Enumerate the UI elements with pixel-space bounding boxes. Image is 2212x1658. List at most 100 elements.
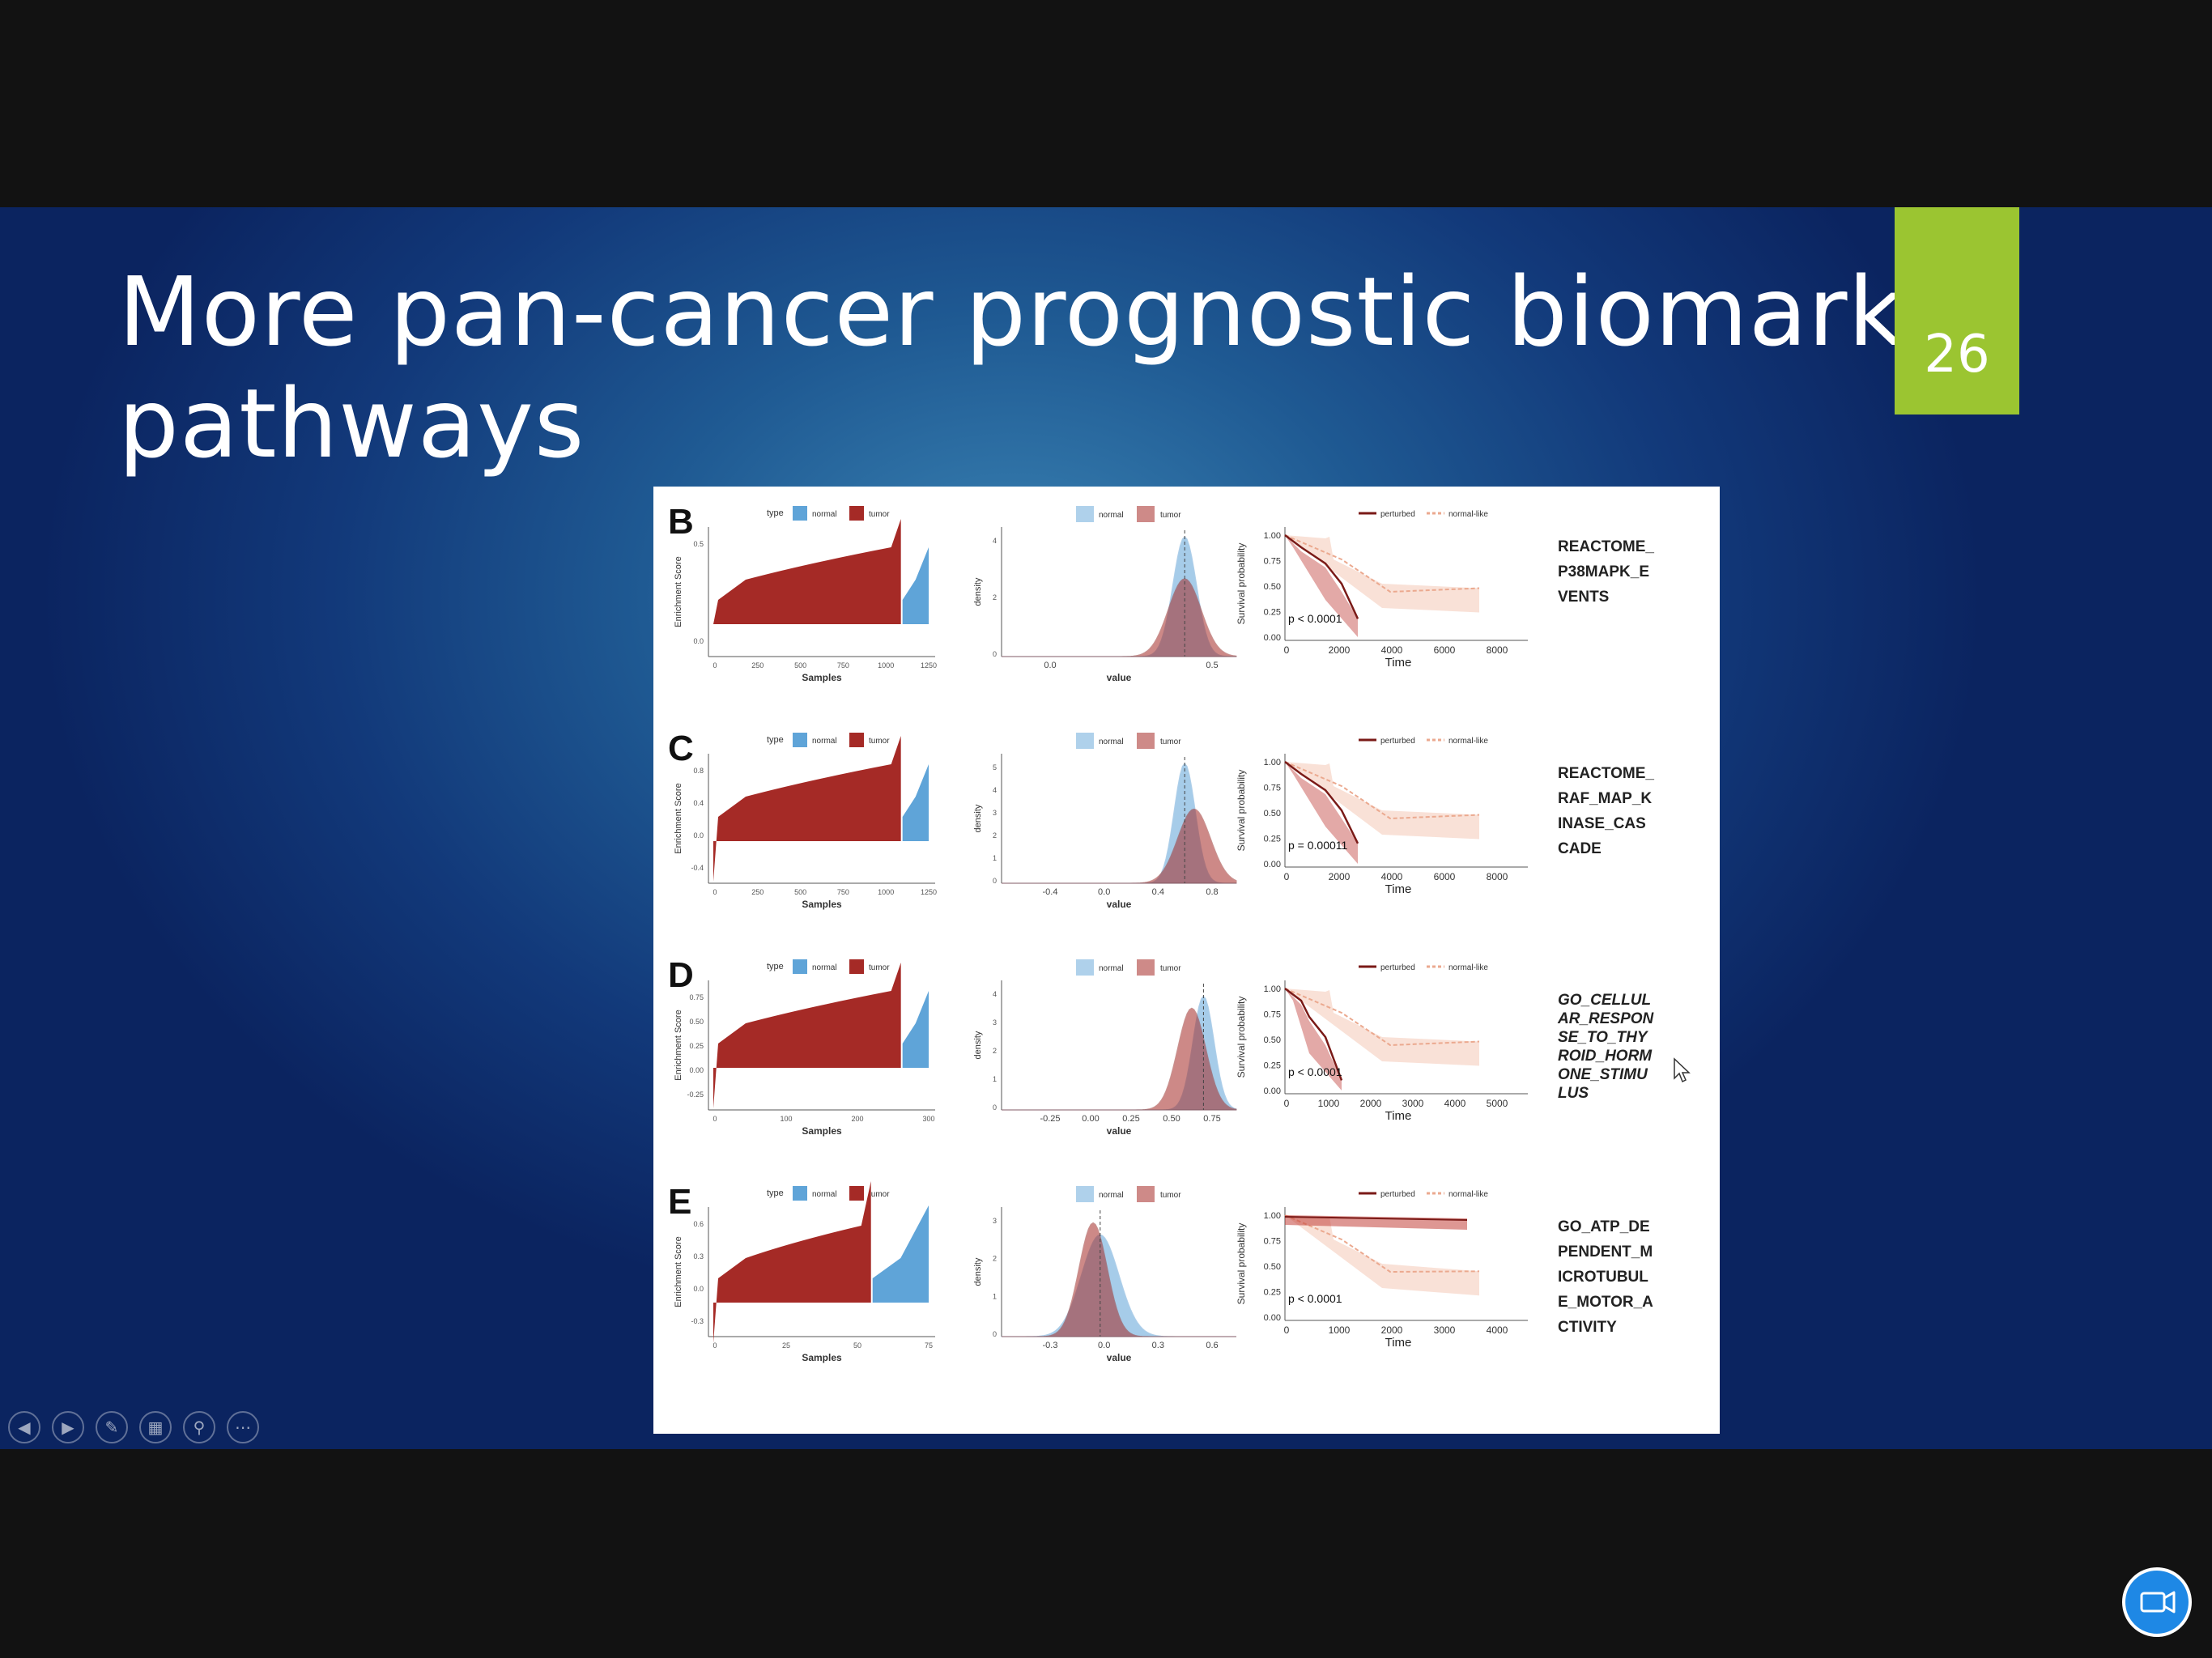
y-tick-label: 0.75 (1264, 784, 1281, 793)
y-tick-label: 4 (993, 786, 997, 794)
panel-letter: D (668, 955, 694, 995)
presentation-slide: More pan-cancer prognostic biomarker pat… (0, 207, 2212, 1449)
legend-swatch-normal (793, 733, 807, 747)
y-axis-label: Survival probability (1236, 543, 1247, 625)
normal-waterfall (902, 764, 929, 841)
previous-icon[interactable]: ◀ (8, 1411, 40, 1443)
next-icon[interactable]: ▶ (52, 1411, 84, 1443)
x-tick-label: 200 (851, 1115, 863, 1123)
panel-letter: C (668, 729, 694, 768)
y-tick-label: 0.0 (693, 1285, 704, 1293)
y-axis-label: Enrichment Score (674, 1236, 683, 1307)
pathway-name-line: REACTOME_ (1558, 538, 1654, 555)
legend-label: normal (1099, 511, 1124, 520)
normal-like-curve (1284, 534, 1480, 593)
legend-label: perturbed (1380, 1190, 1415, 1199)
pathway-name-line: SE_TO_THY (1558, 1029, 1649, 1046)
legend-title: type (767, 508, 784, 518)
x-axis-label: value (1107, 899, 1132, 910)
legend-label: perturbed (1380, 510, 1415, 519)
tumor-density-curve (1002, 578, 1237, 657)
legend-label: tumor (869, 1190, 890, 1199)
x-tick-label: 0 (1284, 644, 1290, 656)
pen-icon[interactable]: ✎ (96, 1411, 128, 1443)
legend-label: tumor (1160, 964, 1181, 973)
legend-label: tumor (869, 510, 890, 519)
slide-title: More pan-cancer prognostic biomarker pat… (118, 256, 2001, 479)
x-tick-label: 0 (1284, 1324, 1290, 1336)
x-axis-label: Samples (802, 672, 842, 683)
x-tick-label: 0.0 (1098, 1341, 1110, 1350)
legend-title: type (767, 735, 784, 745)
y-tick-label: 1.00 (1264, 984, 1281, 994)
x-tick-label: 0.00 (1082, 1114, 1099, 1124)
y-tick-label: -0.4 (691, 864, 704, 872)
x-tick-label: 4000 (1381, 644, 1403, 656)
y-tick-label: -0.25 (687, 1090, 704, 1099)
y-tick-label: 3 (993, 1217, 997, 1225)
slides-icon[interactable]: ▦ (139, 1411, 172, 1443)
legend-label: normal (1099, 964, 1124, 973)
y-tick-label: 4 (993, 990, 997, 998)
x-tick-label: 1250 (921, 661, 937, 670)
legend-label: tumor (1160, 1191, 1181, 1200)
x-tick-label: 0.75 (1203, 1114, 1220, 1124)
legend-label: normal (812, 1190, 837, 1199)
y-axis-label: density (973, 1257, 983, 1286)
mouse-cursor-icon (1674, 1057, 1691, 1083)
p-value: p < 0.0001 (1288, 612, 1342, 625)
y-tick-label: 1 (993, 1292, 997, 1300)
y-tick-label: 0.50 (1264, 1035, 1281, 1045)
legend-swatch-tumor (849, 1186, 864, 1201)
zoom-icon[interactable]: ⚲ (183, 1411, 215, 1443)
normal-like-ci-band (1285, 1215, 1479, 1296)
pathway-name-line: E_MOTOR_A (1558, 1294, 1653, 1311)
legend-label: tumor (869, 963, 890, 972)
camera-button[interactable] (2122, 1567, 2192, 1637)
legend-label: normal (1099, 1191, 1124, 1200)
x-tick-label: 0.5 (1206, 661, 1218, 670)
legend-swatch-tumor (1137, 733, 1155, 749)
y-tick-label: 0.25 (1264, 608, 1281, 618)
y-axis-label: Enrichment Score (674, 1010, 683, 1080)
legend-swatch-tumor (849, 506, 864, 521)
x-tick-label: 4000 (1381, 871, 1403, 882)
x-tick-label: 4000 (1487, 1324, 1508, 1336)
pathway-name-line: ONE_STIMU (1558, 1066, 1648, 1083)
y-tick-label: 0.75 (689, 993, 704, 1001)
x-axis-label: Samples (802, 1125, 842, 1137)
legend-label: tumor (1160, 511, 1181, 520)
x-tick-label: 0.0 (1098, 887, 1110, 897)
y-tick-label: 2 (993, 593, 997, 602)
p-value: p < 0.0001 (1288, 1292, 1342, 1305)
normal-like-ci-band (1285, 988, 1479, 1066)
y-axis-label: Enrichment Score (674, 783, 683, 853)
pathway-name-line: P38MAPK_E (1558, 563, 1649, 580)
y-axis-label: Survival probability (1236, 997, 1247, 1078)
y-tick-label: -0.3 (691, 1317, 704, 1325)
x-tick-label: 2000 (1329, 871, 1351, 882)
perturbed-curve (1284, 1216, 1468, 1221)
x-axis-label: Samples (802, 899, 842, 910)
x-tick-label: 1000 (1318, 1098, 1340, 1109)
more-icon[interactable]: ⋯ (227, 1411, 259, 1443)
y-tick-label: 0.00 (1264, 1086, 1281, 1096)
x-axis-label: Time (1385, 1336, 1412, 1350)
legend-swatch-normal (793, 1186, 807, 1201)
x-tick-label: -0.3 (1043, 1341, 1058, 1350)
y-axis-label: density (973, 577, 983, 606)
x-tick-label: -0.4 (1043, 887, 1058, 897)
x-tick-label: 300 (922, 1115, 934, 1123)
x-tick-label: 1000 (878, 888, 894, 896)
x-tick-label: 750 (837, 888, 849, 896)
legend-swatch-normal (1076, 733, 1094, 749)
y-tick-label: 1 (993, 854, 997, 862)
perturbed-ci-band (1285, 762, 1358, 864)
x-tick-label: 500 (794, 888, 806, 896)
x-tick-label: -0.25 (1040, 1114, 1060, 1124)
legend-title: type (767, 1188, 784, 1198)
perturbed-curve (1284, 988, 1343, 1081)
pathway-name-line: VENTS (1558, 589, 1609, 606)
y-tick-label: 4 (993, 537, 997, 545)
